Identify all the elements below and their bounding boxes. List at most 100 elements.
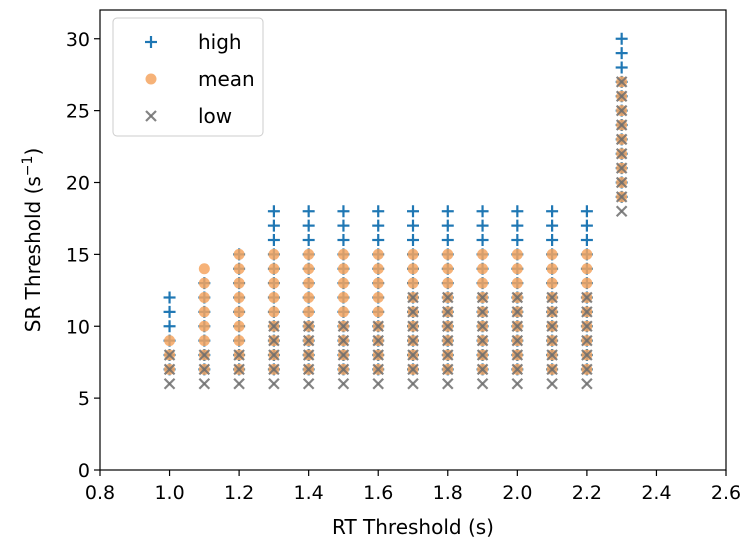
low-point bbox=[407, 306, 419, 318]
legend-label-high: high bbox=[198, 30, 242, 54]
y-axis-label-prefix: SR Threshold (s bbox=[21, 176, 45, 332]
series-low bbox=[163, 76, 628, 390]
y-tick-label: 0 bbox=[78, 460, 90, 482]
low-point bbox=[581, 306, 593, 318]
y-axis-label-suffix: ) bbox=[21, 148, 45, 156]
mean-point bbox=[581, 277, 593, 289]
legend-item-low: low bbox=[145, 104, 232, 128]
x-tick-label: 1.6 bbox=[363, 482, 393, 504]
low-point bbox=[302, 334, 315, 347]
mean-point bbox=[407, 263, 419, 275]
legend-label-low: low bbox=[198, 104, 232, 128]
low-point bbox=[581, 377, 593, 390]
y-tick-label: 10 bbox=[66, 316, 90, 338]
plot-frame bbox=[99, 9, 727, 471]
ticks-layer: 0.8 1.0 1.2 1.4 1.6 1.8 2.0 2.2 2.4 2.6 0 5 10 15 20 25… bbox=[66, 29, 741, 504]
mean-point bbox=[268, 292, 280, 303]
high-point bbox=[372, 219, 385, 232]
high-point bbox=[337, 219, 350, 232]
low-point bbox=[372, 363, 385, 376]
high-point bbox=[580, 234, 593, 246]
low-point bbox=[581, 291, 593, 304]
mean-point bbox=[581, 248, 593, 260]
mean-point bbox=[372, 263, 384, 275]
low-point bbox=[615, 133, 628, 146]
low-point bbox=[476, 320, 489, 333]
mean-point bbox=[233, 292, 245, 303]
low-point bbox=[198, 349, 211, 361]
x-tick-label: 0.8 bbox=[85, 482, 115, 504]
low-point bbox=[198, 377, 211, 390]
mean-point bbox=[233, 306, 245, 318]
mean-point bbox=[337, 306, 349, 318]
low-point bbox=[337, 334, 350, 347]
low-point bbox=[441, 349, 454, 361]
low-point bbox=[337, 320, 350, 333]
low-point bbox=[546, 363, 558, 376]
low-point bbox=[615, 76, 628, 88]
low-point bbox=[302, 377, 315, 390]
low-point bbox=[372, 349, 385, 361]
high-point bbox=[511, 219, 524, 232]
low-point bbox=[337, 377, 350, 390]
low-point bbox=[372, 334, 385, 347]
high-point bbox=[163, 291, 176, 304]
high-point bbox=[546, 234, 559, 246]
low-point bbox=[407, 320, 419, 333]
legend-marker-mean bbox=[145, 73, 157, 85]
low-point bbox=[546, 306, 558, 318]
low-point bbox=[615, 191, 628, 203]
mean-point bbox=[372, 292, 384, 303]
low-point bbox=[615, 147, 628, 160]
low-point bbox=[163, 349, 176, 361]
marks-layer bbox=[163, 32, 628, 390]
low-point bbox=[546, 320, 558, 333]
low-point bbox=[476, 291, 489, 304]
mean-point bbox=[268, 306, 280, 318]
mean-point bbox=[198, 306, 210, 318]
mean-point bbox=[303, 263, 315, 275]
mean-point bbox=[372, 306, 384, 318]
mean-point bbox=[407, 277, 419, 289]
high-point bbox=[163, 320, 176, 333]
mean-point bbox=[268, 248, 280, 260]
high-point bbox=[372, 205, 385, 218]
mean-point bbox=[164, 335, 176, 347]
low-point bbox=[615, 205, 628, 218]
low-point bbox=[302, 363, 315, 376]
low-point bbox=[441, 377, 454, 390]
mean-point bbox=[442, 277, 454, 289]
mean-point bbox=[198, 335, 210, 347]
low-point bbox=[511, 291, 524, 304]
low-point bbox=[372, 377, 385, 390]
high-point bbox=[267, 234, 280, 246]
low-point bbox=[476, 306, 489, 318]
low-point bbox=[407, 377, 419, 390]
low-point bbox=[407, 334, 419, 347]
mean-point bbox=[511, 277, 523, 289]
low-point bbox=[546, 291, 558, 304]
high-point bbox=[372, 234, 385, 246]
mean-point bbox=[337, 248, 349, 260]
x-tick-label: 1.0 bbox=[154, 482, 184, 504]
low-point bbox=[441, 291, 454, 304]
x-tick-label: 2.0 bbox=[502, 482, 532, 504]
low-point bbox=[615, 162, 628, 174]
mean-point bbox=[198, 277, 210, 289]
legend-marker-low bbox=[145, 110, 157, 122]
high-point bbox=[302, 205, 315, 218]
low-point bbox=[581, 363, 593, 376]
mean-point bbox=[198, 320, 210, 332]
y-tick-label: 5 bbox=[78, 388, 90, 410]
low-point bbox=[511, 377, 524, 390]
legend-marker-high bbox=[145, 36, 157, 48]
low-point bbox=[163, 377, 176, 390]
low-point bbox=[268, 349, 280, 361]
low-point bbox=[615, 176, 628, 189]
mean-point bbox=[546, 263, 558, 275]
low-point bbox=[476, 377, 489, 390]
low-point bbox=[511, 363, 524, 376]
mean-point bbox=[233, 320, 245, 332]
mean-point bbox=[268, 263, 280, 275]
low-point bbox=[615, 90, 628, 103]
